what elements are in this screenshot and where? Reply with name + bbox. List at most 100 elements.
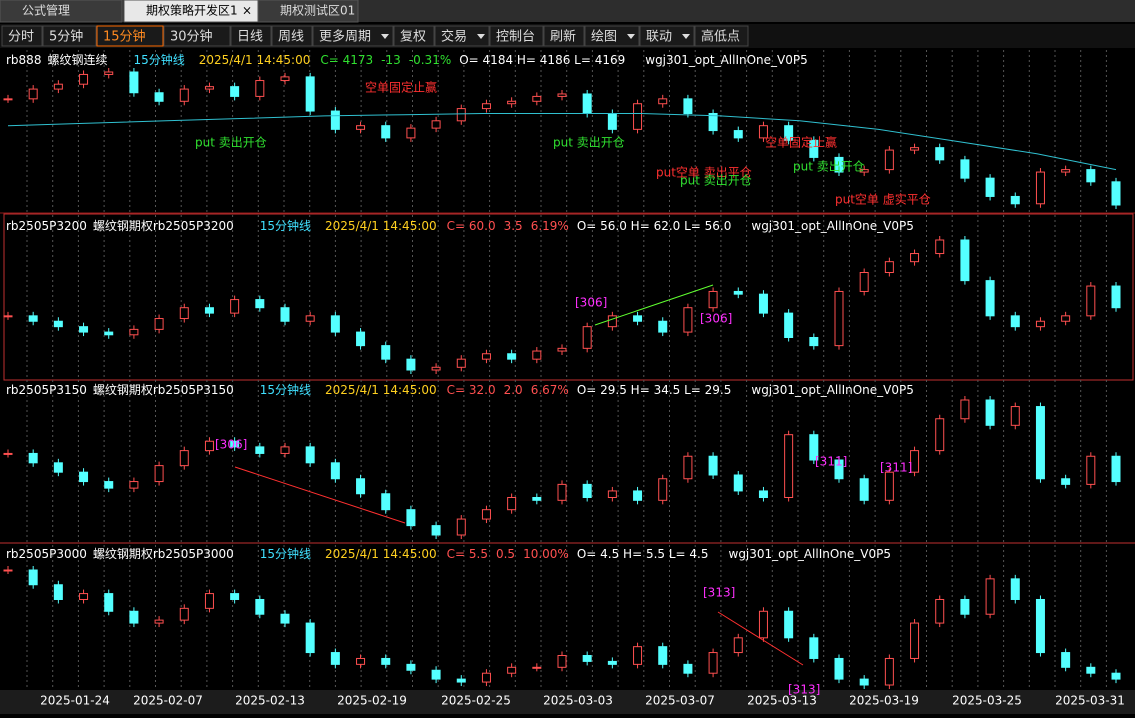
candle-body bbox=[1010, 195, 1020, 205]
toolbar-label[interactable]: 5分钟 bbox=[49, 29, 83, 45]
toolbar-label[interactable]: 分时 bbox=[8, 30, 34, 45]
signal-line bbox=[594, 284, 714, 326]
candle-body bbox=[859, 272, 869, 292]
candle-body bbox=[809, 139, 819, 158]
header-change: 0.5 bbox=[496, 547, 515, 561]
toolbar-label[interactable]: 周线 bbox=[278, 30, 304, 45]
candle-body bbox=[733, 637, 743, 654]
candle-body bbox=[129, 481, 139, 489]
candle-body bbox=[784, 610, 794, 639]
candle-body bbox=[683, 663, 693, 674]
candle-body bbox=[532, 350, 542, 360]
candle-body bbox=[456, 678, 466, 683]
candle-body bbox=[179, 307, 189, 320]
dropdown-arrow[interactable] bbox=[627, 34, 635, 39]
candle-body bbox=[985, 177, 995, 197]
signal-label: [306] bbox=[700, 312, 732, 326]
header-symbol: rb888 bbox=[6, 53, 41, 67]
toolbar-button[interactable] bbox=[163, 25, 231, 47]
toolbar-label[interactable]: 15分钟 bbox=[103, 29, 146, 45]
candle-body bbox=[960, 399, 970, 420]
candle-body bbox=[884, 471, 894, 501]
dropdown-arrow[interactable] bbox=[682, 34, 690, 39]
toolbar-label[interactable]: 日线 bbox=[237, 30, 263, 45]
candle-body bbox=[129, 71, 139, 94]
date-label: 2025-03-25 bbox=[952, 694, 1022, 708]
dropdown-arrow[interactable] bbox=[477, 34, 485, 39]
toolbar-label[interactable]: 控制台 bbox=[496, 30, 535, 45]
header-close: C= 4173 bbox=[320, 53, 373, 67]
candle-body bbox=[406, 358, 416, 371]
toolbar-button[interactable] bbox=[96, 25, 164, 47]
candle-body bbox=[708, 290, 718, 309]
tab-close[interactable]: × bbox=[242, 4, 252, 18]
candle-body bbox=[481, 509, 491, 520]
toolbar-label[interactable]: 刷新 bbox=[550, 29, 576, 45]
candle-body bbox=[1111, 672, 1121, 680]
candle-body bbox=[28, 315, 38, 322]
signal-label: [306] bbox=[215, 438, 247, 452]
toolbar-label[interactable]: 联动 bbox=[646, 30, 672, 45]
candle-body bbox=[507, 497, 517, 511]
header-period: 15分钟线 bbox=[260, 218, 311, 233]
candle-body bbox=[758, 490, 768, 498]
tab-label[interactable]: 公式管理 bbox=[22, 3, 70, 18]
date-label: 2025-01-24 bbox=[40, 694, 110, 708]
date-label: 2025-02-13 bbox=[235, 694, 305, 708]
toolbar-label[interactable]: 复权 bbox=[400, 29, 426, 45]
signal-label: [311] bbox=[880, 461, 912, 475]
panel-header: rb2505P3150 螺纹钢期权rb2505P3150 15分钟线 2025/4/1… bbox=[6, 382, 914, 397]
candle-body bbox=[456, 108, 466, 122]
toolbar-label[interactable]: 更多周期 bbox=[319, 29, 371, 45]
toolbar-label[interactable]: 绘图 bbox=[591, 30, 617, 45]
toolbar-label[interactable]: 交易 bbox=[441, 29, 467, 45]
toolbar-button[interactable] bbox=[639, 25, 695, 47]
candle-body bbox=[431, 669, 441, 680]
candle-body bbox=[79, 593, 89, 600]
tab[interactable] bbox=[257, 0, 359, 23]
candle-body bbox=[784, 434, 794, 498]
toolbar-label[interactable]: 高低点 bbox=[701, 29, 740, 45]
header-change: -13 bbox=[381, 53, 401, 67]
tab-label[interactable]: 期权测试区01 bbox=[280, 3, 355, 18]
candle-body bbox=[330, 110, 340, 130]
candle-body bbox=[1061, 478, 1071, 485]
candle-body bbox=[481, 103, 491, 110]
candle-body bbox=[204, 593, 214, 609]
candle-body bbox=[658, 320, 668, 333]
candle-body bbox=[557, 483, 567, 501]
date-label: 2025-03-03 bbox=[543, 694, 613, 708]
toolbar-button[interactable] bbox=[434, 25, 490, 47]
candle-body bbox=[582, 93, 592, 114]
candle-body bbox=[507, 666, 517, 674]
toolbar-button[interactable] bbox=[42, 25, 97, 47]
toolbar-button[interactable] bbox=[230, 25, 272, 47]
candle-body bbox=[3, 315, 13, 318]
toolbar-label[interactable]: 30分钟 bbox=[170, 29, 213, 45]
toolbar-button[interactable] bbox=[694, 25, 749, 47]
toolbar-button[interactable] bbox=[584, 25, 640, 47]
candle-body bbox=[305, 315, 315, 322]
candle-body bbox=[658, 478, 668, 501]
candle-body bbox=[910, 622, 920, 659]
toolbar-button[interactable] bbox=[1, 25, 43, 47]
candle-body bbox=[960, 239, 970, 282]
toolbar-button[interactable] bbox=[489, 25, 544, 47]
toolbar-button[interactable] bbox=[543, 25, 585, 47]
candle-body bbox=[859, 678, 869, 686]
dropdown-arrow[interactable] bbox=[381, 34, 389, 39]
toolbar-button[interactable] bbox=[271, 25, 313, 47]
toolbar-button[interactable] bbox=[312, 25, 394, 47]
date-label: 2025-03-31 bbox=[1055, 694, 1125, 708]
header-ohlc: O= 29.5 H= 34.5 L= 29.5 bbox=[577, 383, 732, 397]
candle-body bbox=[557, 655, 567, 668]
toolbar-button[interactable] bbox=[393, 25, 435, 47]
candle-body bbox=[330, 652, 340, 665]
header-period: 15分钟线 bbox=[260, 546, 311, 561]
tab[interactable] bbox=[0, 0, 123, 23]
candle-body bbox=[305, 76, 315, 112]
candle-body bbox=[456, 518, 466, 536]
date-label: 2025-03-13 bbox=[747, 694, 817, 708]
tab-label[interactable]: 期权策略开发区1 bbox=[146, 3, 238, 18]
candle-body bbox=[683, 98, 693, 114]
